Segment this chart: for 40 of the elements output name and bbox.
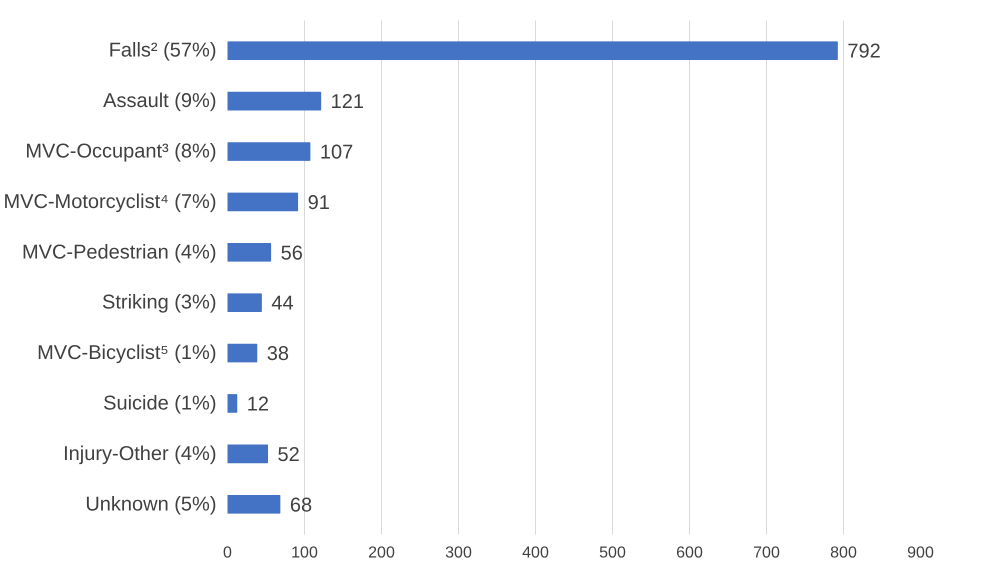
data-label: 56 bbox=[280, 242, 303, 264]
x-tick-label: 800 bbox=[830, 544, 857, 562]
data-label: 44 bbox=[271, 292, 294, 315]
y-tick-label: MVC-Bicyclist⁵ (1%) bbox=[37, 342, 216, 364]
x-tick-label: 400 bbox=[522, 544, 549, 562]
y-tick-label: Falls² (57%) bbox=[108, 40, 217, 62]
y-tick-label: Assault (9%) bbox=[103, 90, 217, 112]
y-tick-label: MVC-Pedestrian (4%) bbox=[22, 241, 217, 264]
bar bbox=[228, 394, 238, 413]
y-tick-label: Unknown (5%) bbox=[85, 493, 217, 516]
x-tick-label: 700 bbox=[753, 544, 780, 562]
data-label: 91 bbox=[308, 192, 330, 214]
y-tick-label: Striking (3%) bbox=[102, 292, 217, 314]
y-tick-label: Injury-Other (4%) bbox=[63, 442, 217, 465]
x-tick-label: 200 bbox=[368, 544, 395, 562]
bar bbox=[228, 192, 298, 212]
bar bbox=[228, 92, 322, 110]
bar bbox=[228, 444, 268, 464]
x-tick-label: 900 bbox=[907, 544, 934, 562]
bar bbox=[228, 41, 838, 60]
data-label: 12 bbox=[246, 393, 269, 416]
bar bbox=[228, 242, 272, 262]
data-label: 38 bbox=[266, 343, 290, 366]
bar bbox=[228, 142, 310, 161]
y-tick-label: MVC-Occupant³ (8%) bbox=[25, 140, 217, 163]
data-label: 121 bbox=[330, 91, 364, 114]
y-tick-label: Suicide (1%) bbox=[103, 392, 217, 414]
x-tick-label: 0 bbox=[223, 544, 232, 562]
x-tick-label: 600 bbox=[676, 544, 703, 562]
data-label: 52 bbox=[278, 444, 300, 466]
bar bbox=[228, 344, 258, 362]
bar bbox=[228, 293, 262, 312]
y-tick-label: MVC-Motorcyclist⁴ (7%) bbox=[3, 190, 216, 213]
data-label: 68 bbox=[290, 494, 312, 516]
x-tick-label: 500 bbox=[599, 544, 626, 562]
x-tick-label: 100 bbox=[291, 544, 318, 562]
data-label: 792 bbox=[847, 40, 881, 63]
bar bbox=[228, 494, 280, 514]
data-label: 107 bbox=[320, 142, 354, 164]
x-tick-label: 300 bbox=[445, 544, 472, 562]
